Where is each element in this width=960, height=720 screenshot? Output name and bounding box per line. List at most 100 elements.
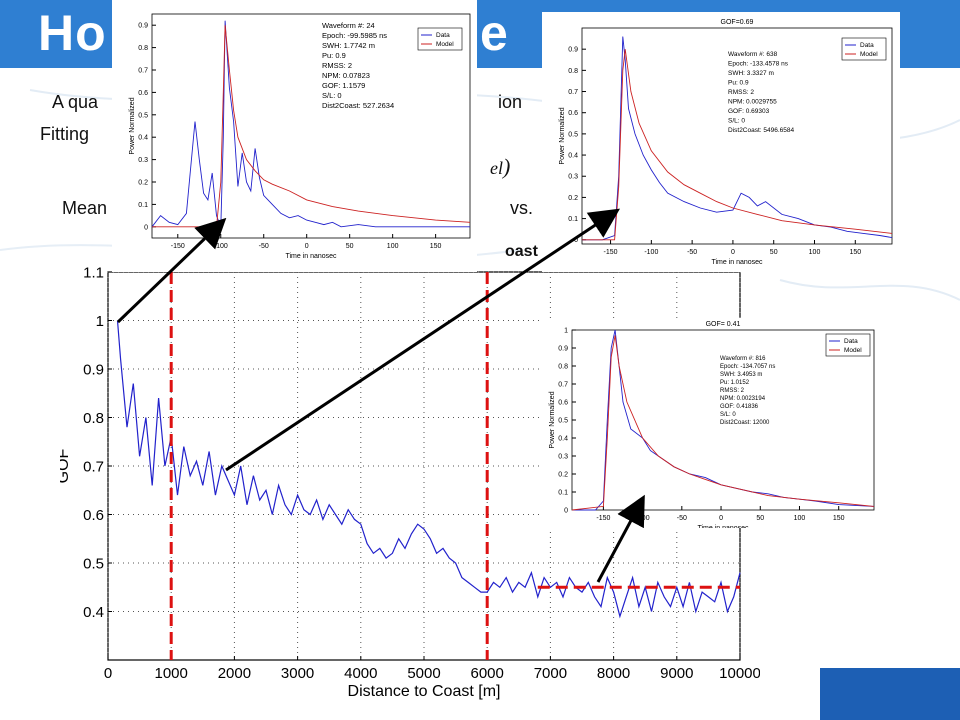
- inset2-annotation-line: RMSS: 2: [728, 89, 754, 96]
- inset3-xtick-label: 150: [833, 515, 845, 522]
- inset1-legend-label: Data: [436, 32, 450, 39]
- main-xtick-label: 1000: [155, 665, 188, 682]
- inset1-ytick-label: 0.1: [138, 202, 148, 209]
- inset3-legend-label: Model: [844, 347, 862, 354]
- inset2-ytick-label: 0.8: [568, 68, 578, 75]
- main-xtick-label: 4000: [344, 665, 377, 682]
- main-ytick-label: 0.6: [83, 507, 104, 524]
- inset3-annotation-line: NPM: 0.0023194: [720, 396, 766, 402]
- inset1-xtick-label: 50: [346, 243, 354, 250]
- inset2-xtick-label: -150: [604, 249, 618, 256]
- formula-fragment-text: el: [490, 158, 503, 178]
- body-line1-left: A qua: [52, 92, 99, 112]
- inset3-ytick-label: 0.1: [558, 489, 568, 496]
- main-ytick-label: 0.8: [83, 410, 104, 427]
- inset2-xtick-label: -50: [687, 249, 697, 256]
- inset2-plot-area: [581, 27, 893, 245]
- inset2-series-model: [582, 49, 893, 241]
- inset3-ytick-label: 0.9: [558, 345, 568, 352]
- inset1-xtick-label: -150: [171, 243, 185, 250]
- inset3-annotation-line: Epoch: -134.7057 ns: [720, 364, 775, 370]
- inset2-xlabel: Time in nanosec: [711, 259, 763, 266]
- main-ytick-label: 1.1: [83, 264, 104, 281]
- inset2-annotation-line: Dist2Coast: 5496.6584: [728, 127, 795, 134]
- inset3-annotation-line: Waveform #: 816: [720, 356, 766, 362]
- inset3-annotation-line: GOF: 0.41836: [720, 404, 759, 410]
- inset3-ytick-label: 0.2: [558, 471, 568, 478]
- inset2-ytick-label: 0.3: [568, 174, 578, 181]
- inset3-ylabel: Power Normalized: [549, 391, 556, 448]
- inset3-ytick-label: 0.4: [558, 435, 568, 442]
- inset1-ytick-label: 0.4: [138, 135, 148, 142]
- inset1-xtick-label: 100: [387, 243, 399, 250]
- main-xtick-label: 10000: [719, 665, 760, 682]
- inset3-annotation-line: SWH: 3.4953 m: [720, 372, 762, 378]
- inset1-ytick-label: 0.3: [138, 157, 148, 164]
- inset3-xtick-label: 100: [794, 515, 806, 522]
- inset1-ytick-label: 0.8: [138, 45, 148, 52]
- inset3-xtick-label: -150: [596, 515, 610, 522]
- inset1-ytick-label: 0.5: [138, 112, 148, 119]
- inset3-ytick-label: 0.6: [558, 399, 568, 406]
- slide-title-right: e: [480, 5, 508, 61]
- inset2-xtick-label: -100: [644, 249, 658, 256]
- inset-waveform-816: -150 -100 -50 0 50 100 150 0 0.1 0.2 0.3 0.4 0.5 0.6 0…: [540, 318, 880, 532]
- inset2-annotation-line: NPM: 0.0029755: [728, 99, 777, 106]
- inset2-annotation-line: Pu: 0.9: [728, 80, 749, 87]
- inset2-annotation-line: Waveform #: 638: [728, 51, 778, 58]
- inset3-xtick-label: 0: [719, 515, 723, 522]
- inset2-ytick-label: 0.9: [568, 47, 578, 54]
- body-line1-right: ion: [498, 92, 523, 112]
- inset1-legend-label: Model: [436, 41, 454, 48]
- inset3-xtick-label: -50: [677, 515, 687, 522]
- main-xtick-label: 0: [104, 665, 112, 682]
- inset1-annotation-line: Epoch: -99.5985 ns: [322, 31, 387, 40]
- inset1-annotation-line: NPM: 0.07823: [322, 71, 370, 80]
- main-ytick-label: 0.7: [83, 458, 104, 475]
- inset3-ytick-label: 1: [564, 327, 568, 334]
- inset2-annotation-line: Epoch: -133.4578 ns: [728, 61, 789, 68]
- inset2-ytick-label: 0.2: [568, 195, 578, 202]
- body-line3-right: vs.: [510, 198, 534, 218]
- inset2-annotation-line: S/L: 0: [728, 118, 745, 125]
- inset1-xtick-label: 150: [430, 243, 442, 250]
- inset3-ytick-label: 0: [564, 507, 568, 514]
- inset3-title: GOF= 0.41: [706, 321, 741, 328]
- inset3-ytick-label: 0.7: [558, 381, 568, 388]
- main-ytick-label: 0.4: [83, 604, 104, 621]
- inset3-legend: Data Model: [825, 333, 871, 357]
- formula-paren: ): [503, 154, 511, 179]
- inset1-xlabel: Time in nanosec: [285, 253, 337, 260]
- inset3-legend-label: Data: [844, 338, 858, 345]
- slide-title-left: Ho: [38, 5, 107, 61]
- inset3-annotation-line: Dist2Coast: 12000: [720, 420, 770, 426]
- inset3-xtick-label: -100: [636, 515, 650, 522]
- inset-waveform-24: -150 -100 -50 0 50 100 150 0 0.1 0.2 0.3 0.4 0.5 0.6 0…: [112, 0, 477, 272]
- inset2-xtick-label: 0: [731, 249, 735, 256]
- body-line2-left: Fitting: [40, 124, 90, 144]
- inset1-legend: Data Model: [417, 27, 463, 51]
- main-ytick-label: 0.9: [83, 361, 104, 378]
- inset2-ytick-label: 0: [574, 237, 578, 244]
- inset3-annotation-line: S/L: 0: [720, 412, 736, 418]
- main-xtick-label: 6000: [471, 665, 504, 682]
- inset2-ytick-label: 0.6: [568, 110, 578, 117]
- inset1-chart: -150 -100 -50 0 50 100 150 0 0.1 0.2 0.3 0.4 0.5 0.6 0…: [129, 13, 471, 260]
- inset1-ytick-label: 0.6: [138, 90, 148, 97]
- inset3-ytick-label: 0.8: [558, 363, 568, 370]
- formula-fragment: el): [490, 154, 510, 180]
- inset2-annotation-line: SWH: 3.3327 m: [728, 70, 774, 77]
- main-xtick-label: 3000: [281, 665, 314, 682]
- inset1-annotation-line: GOF: 1.1579: [322, 81, 365, 90]
- inset2-xtick-label: 150: [849, 249, 861, 256]
- inset2-xtick-label: 100: [809, 249, 821, 256]
- inset-waveform-638: -150 -100 -50 0 50 100 150 0 0.1 0.2 0.3 0.4 0.5 0.6 0…: [542, 12, 900, 272]
- main-ylabel: GOF: [60, 448, 72, 483]
- inset3-ytick-label: 0.5: [558, 417, 568, 424]
- inset1-xtick-label: 0: [305, 243, 309, 250]
- inset3-xtick-label: 50: [756, 515, 764, 522]
- inset1-xtick-label: -50: [259, 243, 269, 250]
- inset2-ytick-label: 0.4: [568, 153, 578, 160]
- inset2-legend-label: Model: [860, 51, 878, 58]
- inset2-xtick-label: 50: [770, 249, 778, 256]
